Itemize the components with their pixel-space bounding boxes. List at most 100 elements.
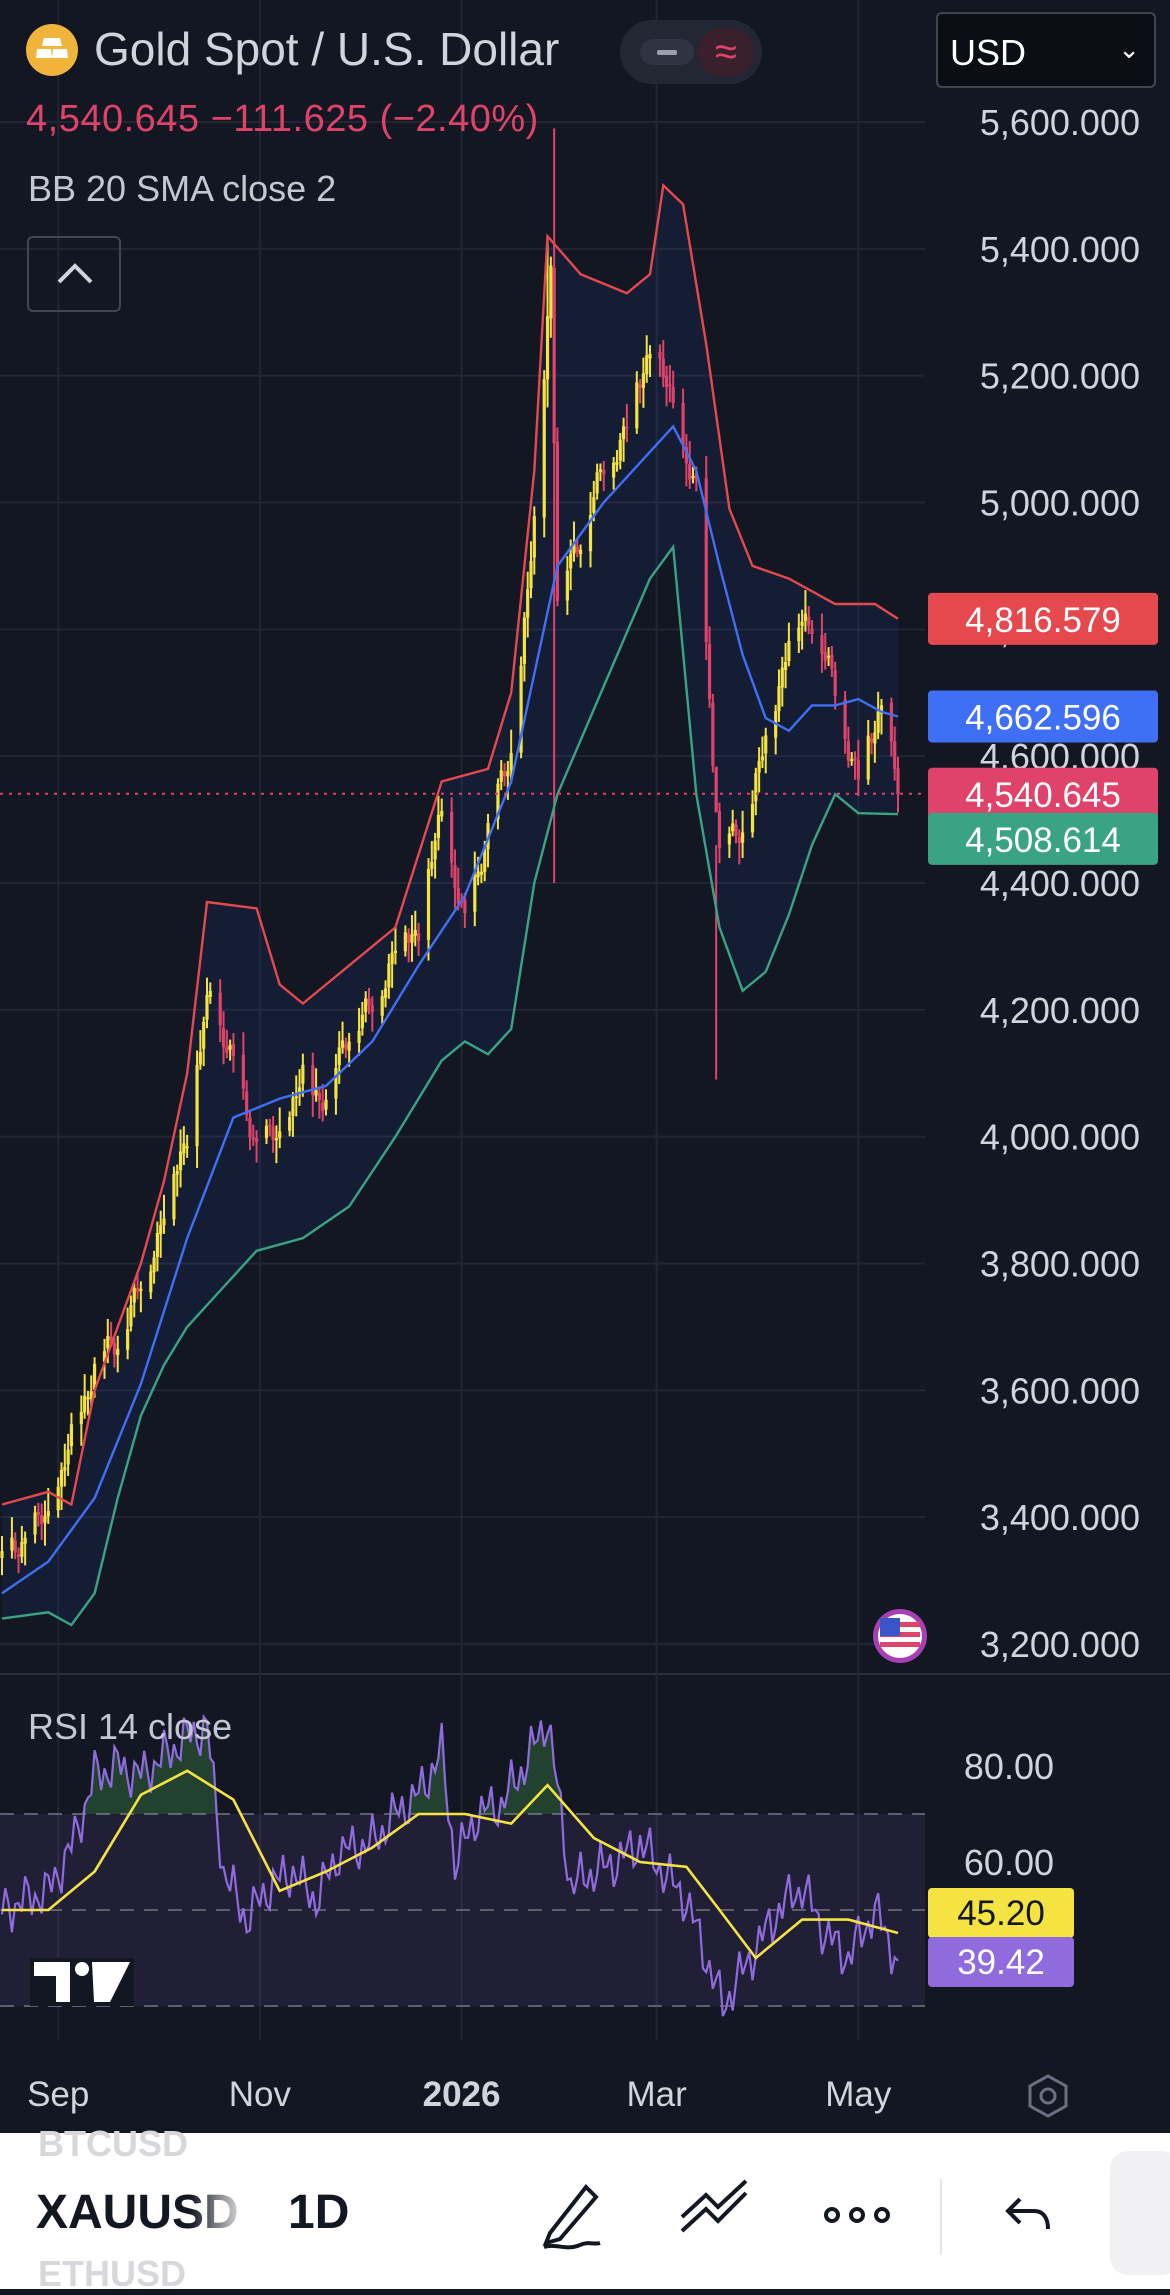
chart-settings-icon[interactable] [1022, 2070, 1074, 2127]
candle-body [542, 379, 546, 518]
candle-body [635, 382, 639, 429]
candle-body [268, 1124, 272, 1127]
more-icon[interactable] [820, 2173, 894, 2258]
collapse-indicators-button[interactable] [27, 236, 121, 312]
candle-body [33, 1512, 37, 1535]
chart-mode-toggle[interactable]: ≈ [620, 20, 762, 84]
candle-body [618, 439, 622, 461]
candle-body [347, 1041, 351, 1051]
bb-upper-value: 4,816.579 [965, 601, 1121, 640]
x-tick-label: Nov [229, 2075, 292, 2114]
candle-body [754, 773, 758, 802]
candle-body [337, 1047, 341, 1066]
candle-body [780, 667, 784, 688]
bb-upper-value-bg [928, 592, 1158, 645]
symbol-ghost-below: ETHUSD [38, 2253, 187, 2294]
candle-body [737, 836, 741, 843]
candle-body [159, 1225, 163, 1235]
last-price-value-bg [928, 767, 1158, 820]
candle-body [714, 766, 718, 813]
candles-group [0, 128, 900, 1576]
candle-body [803, 613, 808, 621]
rsi-ma-value-bg [928, 1888, 1074, 1938]
toolbar-divider [940, 2179, 942, 2255]
candle-body [106, 1336, 110, 1349]
candle-body [59, 1469, 64, 1487]
bb-indicator-label[interactable]: BB 20 SMA close 2 [28, 168, 337, 209]
candle-body [621, 426, 626, 440]
candle-body [519, 665, 523, 753]
candle-body [324, 1099, 328, 1110]
candle-body [152, 1257, 156, 1273]
candle-body [317, 1092, 322, 1101]
candle-body [876, 711, 880, 733]
candle-body [810, 628, 814, 634]
symbol-title[interactable]: Gold Spot / U.S. Dollar [94, 23, 560, 75]
candle-body [241, 1054, 245, 1089]
y-tick-label: 3,800.000 [980, 1244, 1140, 1285]
candle-body [195, 1065, 199, 1147]
candle-body [707, 644, 712, 699]
candle-body [575, 546, 579, 552]
candle-body [208, 990, 212, 997]
candle-body [13, 1540, 17, 1553]
candle-body [509, 753, 513, 771]
candle-body [175, 1170, 179, 1175]
candle-body [228, 1045, 232, 1050]
us-flag-event-icon[interactable] [868, 1604, 928, 1664]
candle-body [291, 1097, 295, 1116]
bb-basis-line [1, 424, 899, 1595]
candle-body [787, 640, 791, 662]
candle-body [89, 1391, 93, 1400]
currency-select[interactable]: USD ⌄ [936, 12, 1156, 88]
candle-body [390, 952, 394, 964]
undo-icon[interactable] [998, 2173, 1058, 2258]
price-change: 4,540.645 −111.625 (−2.40%) [26, 98, 539, 140]
candle-body [83, 1395, 87, 1413]
candle-body [856, 759, 860, 780]
candle-body [178, 1151, 183, 1171]
candle-body [826, 655, 831, 658]
currency-value: USD [950, 32, 1027, 73]
x-tick-label: Sep [27, 2075, 89, 2114]
candle-body [403, 932, 407, 952]
layout-toggle-button[interactable] [1110, 2151, 1170, 2275]
candle-body [704, 478, 708, 643]
candle-body [496, 783, 500, 820]
candle-body [499, 770, 503, 782]
bb-lower-line [1, 543, 899, 1627]
candle-body [301, 1064, 305, 1084]
candle-body [661, 358, 665, 378]
pen-icon[interactable] [536, 2173, 606, 2258]
chart-canvas[interactable]: 3,200.000 3,400.000 3,600.000 3,800.000 4,00… [0, 0, 1170, 2133]
candle-body [92, 1363, 97, 1390]
candle-body [254, 1138, 259, 1142]
candle-body [830, 654, 834, 669]
rsi-indicator-label[interactable]: RSI 14 close [28, 1706, 233, 1747]
candle-body [846, 741, 851, 761]
y-tick-label: 4,200.000 [980, 990, 1140, 1031]
candle-body [483, 849, 487, 873]
minus-icon[interactable] [640, 39, 694, 65]
candle-body [344, 1043, 348, 1050]
candle-body [182, 1143, 186, 1154]
wave-icon[interactable]: ≈ [698, 28, 754, 76]
candle-body [430, 861, 434, 869]
candle-body [311, 1065, 315, 1096]
candle-body [572, 543, 576, 554]
interval-button[interactable]: 1D [288, 2186, 350, 2239]
candle-body [436, 814, 441, 839]
candle-body [873, 732, 877, 744]
candle-body [202, 1021, 206, 1049]
y-tick-label: 5,000.000 [980, 483, 1140, 524]
candle-body [453, 864, 457, 888]
candle-body [360, 1014, 364, 1029]
candle-body [879, 705, 884, 714]
candle-body [843, 699, 847, 739]
candle-body [172, 1174, 176, 1220]
candle-body [691, 475, 695, 478]
trend-lines-icon[interactable] [676, 2173, 752, 2258]
candle-body [764, 735, 768, 754]
candle-body [69, 1424, 74, 1447]
gold-logo-icon [26, 24, 78, 76]
